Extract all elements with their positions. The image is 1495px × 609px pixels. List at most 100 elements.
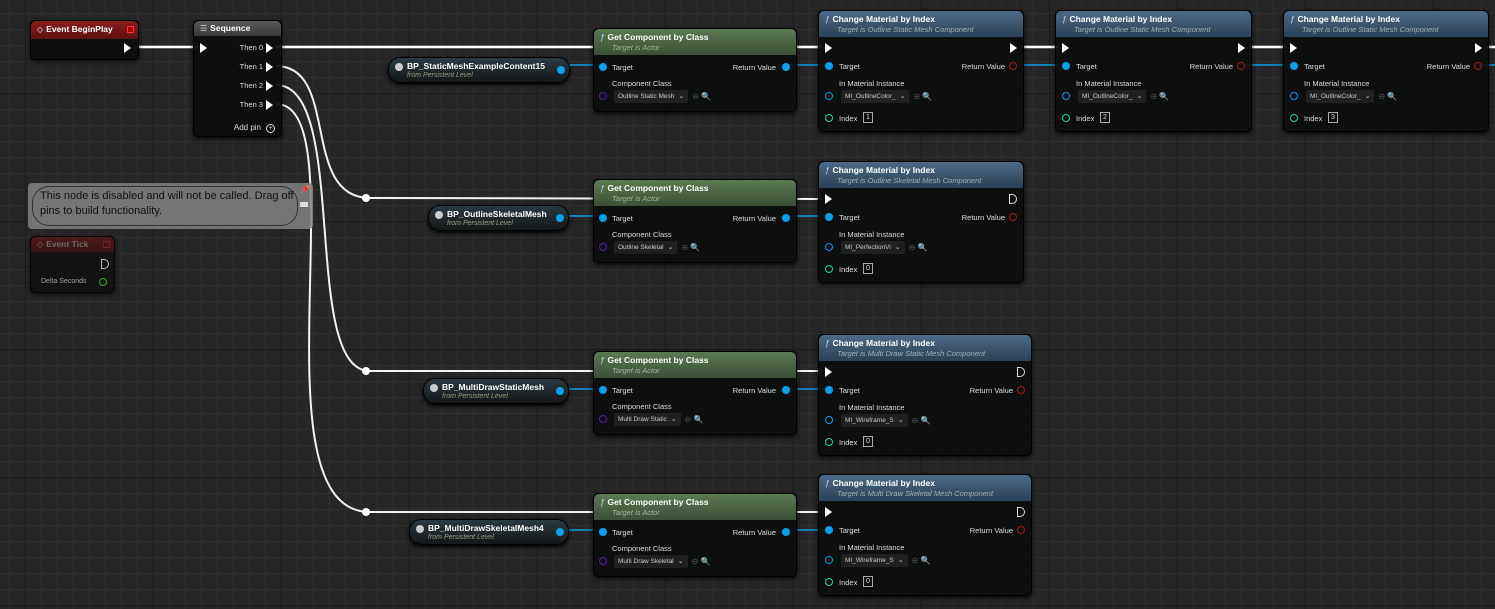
- component-class-dropdown[interactable]: Multi Draw Skeletal ⌄: [614, 555, 688, 568]
- then-0-pin[interactable]: [266, 43, 273, 53]
- sequence-node[interactable]: ☰ Sequence Then 0 Then 1 Then 2 Then 3 Add pin…: [193, 20, 282, 137]
- component-class-pin[interactable]: [599, 415, 607, 423]
- exec-wire[interactable]: [275, 65, 823, 200]
- return-value-pin[interactable]: [782, 214, 790, 222]
- material-instance-pin[interactable]: [1062, 92, 1070, 100]
- change-material-by-index-node[interactable]: ƒ Change Material by Index Target is Multi…: [818, 474, 1032, 596]
- target-pin[interactable]: [599, 63, 607, 71]
- get-component-by-class-node[interactable]: ƒ Get Component by Class Target is Actor Ta…: [593, 28, 797, 112]
- return-value-pin[interactable]: [782, 528, 790, 536]
- return-value-pin[interactable]: [782, 63, 790, 71]
- delta-seconds-pin[interactable]: [99, 278, 107, 286]
- actor-output-pin[interactable]: [557, 66, 565, 74]
- actor-reference-node[interactable]: BP_MultiDrawSkeletalMesh4 from Persistent…: [409, 519, 569, 545]
- index-input[interactable]: 0: [863, 436, 873, 447]
- then-2-pin[interactable]: [266, 81, 273, 91]
- browse-icons[interactable]: ⊖ 🔍: [1378, 92, 1398, 101]
- index-pin[interactable]: [825, 114, 833, 122]
- return-value-pin[interactable]: [1017, 526, 1025, 534]
- actor-reference-node[interactable]: BP_MultiDrawStaticMesh from Persistent Le…: [423, 378, 569, 404]
- material-instance-pin[interactable]: [825, 416, 833, 424]
- material-instance-dropdown[interactable]: MI_Wireframe_S ⌄: [841, 414, 908, 427]
- target-pin[interactable]: [599, 528, 607, 536]
- exec-wire[interactable]: [275, 103, 822, 513]
- exec-in-pin[interactable]: [1290, 43, 1297, 53]
- component-class-pin[interactable]: [599, 557, 607, 565]
- target-pin[interactable]: [825, 386, 833, 394]
- index-input[interactable]: 3: [1328, 112, 1338, 123]
- exec-out-pin[interactable]: [1017, 367, 1025, 377]
- target-pin[interactable]: [599, 386, 607, 394]
- browse-icons[interactable]: ⊖ 🔍: [908, 243, 928, 252]
- target-pin[interactable]: [599, 214, 607, 222]
- exec-out-pin[interactable]: [1238, 43, 1245, 53]
- return-value-pin[interactable]: [1237, 62, 1245, 70]
- pin-icon[interactable]: 📌: [300, 185, 310, 194]
- index-pin[interactable]: [825, 578, 833, 586]
- material-instance-pin[interactable]: [825, 243, 833, 251]
- change-material-by-index-node[interactable]: ƒ Change Material by Index Target is Outli…: [1283, 10, 1489, 132]
- get-component-by-class-node[interactable]: ƒ Get Component by Class Target is Actor Ta…: [593, 179, 797, 263]
- exec-in-pin[interactable]: [1062, 43, 1069, 53]
- get-component-by-class-node[interactable]: ƒ Get Component by Class Target is Actor Ta…: [593, 493, 797, 577]
- exec-out-pin[interactable]: [1010, 43, 1017, 53]
- material-instance-pin[interactable]: [1290, 92, 1298, 100]
- add-pin-button[interactable]: Add pin: [233, 123, 261, 132]
- breakpoint-icon[interactable]: [127, 26, 134, 33]
- reroute-knot[interactable]: [362, 194, 370, 202]
- material-instance-pin[interactable]: [825, 92, 833, 100]
- component-class-dropdown[interactable]: Multi Draw Static ⌄: [614, 413, 681, 426]
- index-pin[interactable]: [825, 265, 833, 273]
- actor-output-pin[interactable]: [556, 387, 564, 395]
- index-input[interactable]: 0: [863, 576, 873, 587]
- return-value-pin[interactable]: [1017, 386, 1025, 394]
- exec-out-pin[interactable]: [124, 43, 131, 53]
- target-pin[interactable]: [1290, 62, 1298, 70]
- target-pin[interactable]: [825, 526, 833, 534]
- target-pin[interactable]: [825, 62, 833, 70]
- exec-in-pin[interactable]: [825, 43, 832, 53]
- exec-wire[interactable]: [275, 84, 822, 372]
- exec-in-pin[interactable]: [825, 507, 832, 517]
- index-pin[interactable]: [825, 438, 833, 446]
- return-value-pin[interactable]: [1009, 62, 1017, 70]
- browse-icons[interactable]: ⊖ 🔍: [913, 92, 933, 101]
- exec-in-pin[interactable]: [200, 43, 207, 53]
- component-class-pin[interactable]: [599, 92, 607, 100]
- material-instance-dropdown[interactable]: MI_OutlineColor_ ⌄: [1306, 90, 1375, 103]
- browse-icons[interactable]: ⊖ 🔍: [911, 416, 931, 425]
- component-class-dropdown[interactable]: Outline Static Mesh ⌄: [614, 90, 689, 103]
- event-begin-play-node[interactable]: ◇ Event BeginPlay: [30, 20, 139, 60]
- return-value-pin[interactable]: [782, 386, 790, 394]
- then-3-pin[interactable]: [266, 100, 273, 110]
- browse-icons[interactable]: ⊖ 🔍: [692, 92, 712, 101]
- browse-icons[interactable]: ⊖ 🔍: [911, 556, 931, 565]
- change-material-by-index-node[interactable]: ƒ Change Material by Index Target is Outli…: [1055, 10, 1252, 132]
- index-input[interactable]: 0: [863, 263, 873, 274]
- target-pin[interactable]: [825, 213, 833, 221]
- exec-in-pin[interactable]: [825, 367, 832, 377]
- browse-icons[interactable]: ⊖ 🔍: [684, 415, 704, 424]
- component-class-pin[interactable]: [599, 243, 607, 251]
- material-instance-dropdown[interactable]: MI_OutlineColor_ ⌄: [841, 90, 910, 103]
- actor-reference-node[interactable]: BP_StaticMeshExampleContent15 from Persis…: [388, 57, 570, 83]
- index-input[interactable]: 1: [863, 112, 873, 123]
- reroute-knot[interactable]: [362, 367, 370, 375]
- material-instance-pin[interactable]: [825, 556, 833, 564]
- return-value-pin[interactable]: [1009, 213, 1017, 221]
- material-instance-dropdown[interactable]: MI_Wireframe_S ⌄: [841, 554, 908, 567]
- exec-out-pin[interactable]: [101, 259, 109, 269]
- exec-out-pin[interactable]: [1475, 43, 1482, 53]
- target-pin[interactable]: [1062, 62, 1070, 70]
- actor-output-pin[interactable]: [556, 528, 564, 536]
- add-pin-icon[interactable]: +: [266, 124, 275, 133]
- reroute-knot[interactable]: [362, 508, 370, 516]
- material-instance-dropdown[interactable]: MI_PerfectionVi ⌄: [841, 241, 905, 254]
- index-pin[interactable]: [1062, 114, 1070, 122]
- comment-toggle-icon[interactable]: [300, 202, 308, 207]
- breakpoint-icon[interactable]: [103, 241, 110, 248]
- exec-out-pin[interactable]: [1017, 507, 1025, 517]
- exec-in-pin[interactable]: [825, 194, 832, 204]
- then-1-pin[interactable]: [266, 62, 273, 72]
- browse-icons[interactable]: ⊖ 🔍: [1150, 92, 1170, 101]
